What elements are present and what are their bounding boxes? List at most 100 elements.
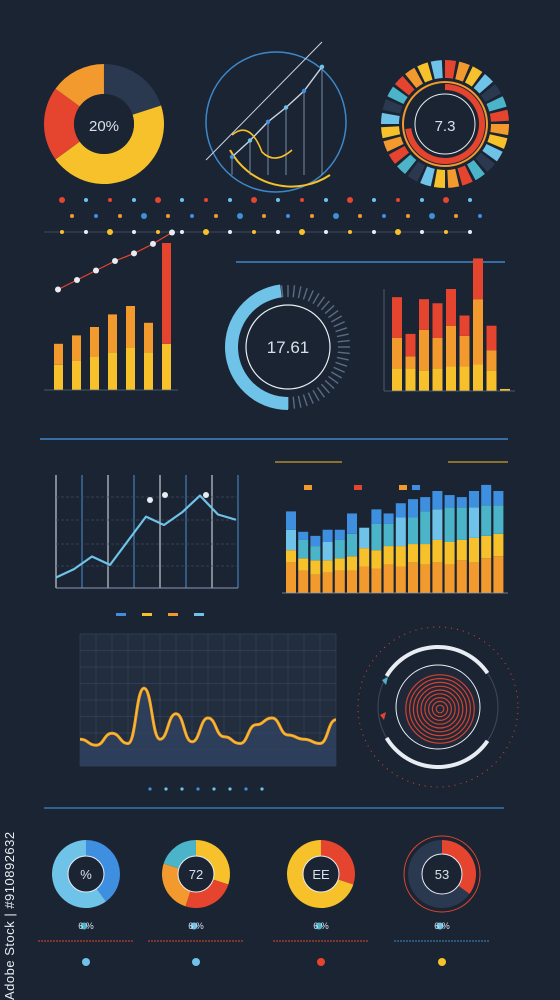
gauge-center-tick-10 [328,309,339,319]
dot-strip-point-2-2 [94,214,98,218]
dot-strip-point-3-6 [180,230,184,234]
bar-right-2-seg-3 [405,333,416,357]
dot-strip-point-1-10 [276,198,280,202]
bottom-donut-2-legend: 6 % [188,921,204,931]
dot-strip-point-3-2 [84,230,88,234]
wave-line-highlight-3 [147,497,153,503]
radial-target-ring-2 [431,700,449,718]
stacked-bar-legend-swatch-3 [399,485,407,490]
gauge-center-tick-29 [297,395,302,408]
stacked-bar-9-seg-2 [383,546,394,565]
stacked-bar-12-seg-4 [420,497,431,512]
bottom-donut-4-outer-ring [403,835,481,913]
radial-line-frame [205,51,347,193]
stacked-bar-11-seg-3 [408,517,418,545]
gauge-center-tick-12 [333,321,345,328]
bar-right-4-seg-3 [432,303,443,338]
stacked-bar-7-seg-2 [359,548,370,567]
ring-gauge-segment-22 [381,112,400,124]
stacked-bar-9-seg-4 [383,513,394,524]
bar-right-3-seg-3 [419,299,429,330]
bar-left-trend-point-7 [169,229,175,236]
stacked-bar-4-seg-3 [322,542,333,561]
stacked-bar-15-seg-3 [456,507,467,540]
bottom-donut-4-slice-1 [442,840,476,894]
ring-gauge-inner-ring [402,81,488,167]
gauge-center-tick-5 [307,290,314,302]
bar-left-upper-5 [126,306,135,348]
dot-strip-point-3-8 [228,230,232,234]
bar-left-trend-point-4 [112,258,118,264]
ring-gauge-segment-25 [394,76,415,96]
ring-gauge-segment-17 [407,161,426,182]
stacked-bar-13-seg-1 [432,562,443,593]
stacked-bar-3-seg-1 [310,574,321,593]
stacked-bar-8-seg-3 [371,523,382,551]
ring-gauge-segment-12 [467,159,485,181]
gauge-center-tick-4 [302,287,308,300]
donut-top-left-slice-1 [104,64,162,115]
dot-strip-point-1-6 [180,198,184,202]
bottom-donut-2-legend-dot [190,922,198,930]
dot-strip-point-1-16 [420,198,424,202]
dot-strip-point-2-6 [190,214,194,218]
stacked-bar-17-seg-3 [481,505,492,536]
radial-target-arc-bottom [384,736,490,769]
bar-left-upper-2 [72,335,81,361]
bottom-donut-1-hole [67,855,105,893]
ring-gauge-segment-3 [464,66,483,87]
ring-gauge-segment-13 [457,165,473,186]
bar-right-7-seg-1 [473,364,483,391]
stacked-bar-14-seg-2 [444,542,455,565]
bar-right-5-seg-3 [446,289,456,326]
dot-strip-point-3-10 [276,230,280,234]
stacked-bar-7-seg-3 [359,527,370,549]
bar-right-4-seg-1 [432,368,443,391]
ring-gauge-core [414,93,476,155]
stacked-bar-16-seg-1 [469,562,479,593]
bottom-donut-1-legend-dot [80,922,88,930]
bar-right-8-seg-1 [486,370,497,391]
radial-line-point-1 [229,154,235,160]
bottom-donut-3-legend: 6 % [313,921,329,931]
stacked-bar-1-seg-2 [286,550,296,563]
stacked-bar-legend-swatch-2 [354,485,362,490]
ring-gauge-segment-18 [397,154,417,175]
dot-strip-point-3-5 [156,230,160,234]
bar-right-3-seg-2 [419,329,429,371]
gauge-center-tick-21 [330,371,343,379]
stacked-bar-6-seg-4 [347,513,357,534]
stacked-bar-1-seg-4 [286,511,296,530]
dot-strip-point-1-2 [84,198,88,202]
stacked-bar-11-seg-2 [408,544,418,563]
stacked-bar-17-seg-2 [481,535,492,559]
wave-area-footer-dot-4 [196,787,200,791]
bar-right-6-seg-1 [459,366,470,391]
donut-center-label-top-left: 20% [89,118,119,135]
stacked-bar-9-seg-3 [383,523,394,547]
bar-right-6-seg-2 [459,335,470,367]
dot-strip-point-3-15 [395,229,401,235]
stacked-bar-9-seg-1 [383,564,394,593]
stacked-bar-5-seg-2 [334,558,345,571]
wave-line-legend-swatch-2 [142,613,152,616]
wave-line-legend-swatch-1 [116,613,126,616]
donut-top-left-slice-4 [55,64,104,107]
dot-strip-point-3-17 [444,230,448,234]
ring-gauge-segment-26 [405,67,423,89]
gauge-center-tick-28 [302,394,308,407]
stacked-bar-12-seg-3 [420,511,431,545]
radial-target-outer-dots [357,626,519,788]
dot-strip-point-2-15 [406,214,410,218]
radial-line-point-6 [319,64,325,70]
radial-line-chart [205,41,347,193]
stacked-bar-14-seg-4 [444,495,455,508]
bar-right-6-seg-3 [459,315,470,336]
bar-right-5-seg-1 [446,366,456,391]
dot-strip-point-1-14 [372,198,376,202]
stacked-bar-13-seg-4 [432,491,443,510]
radial-line-point-5 [301,88,307,94]
radial-target-ring-3 [428,696,453,721]
dot-strip-point-2-8 [237,213,243,219]
stacked-bar-8-seg-2 [371,550,382,569]
